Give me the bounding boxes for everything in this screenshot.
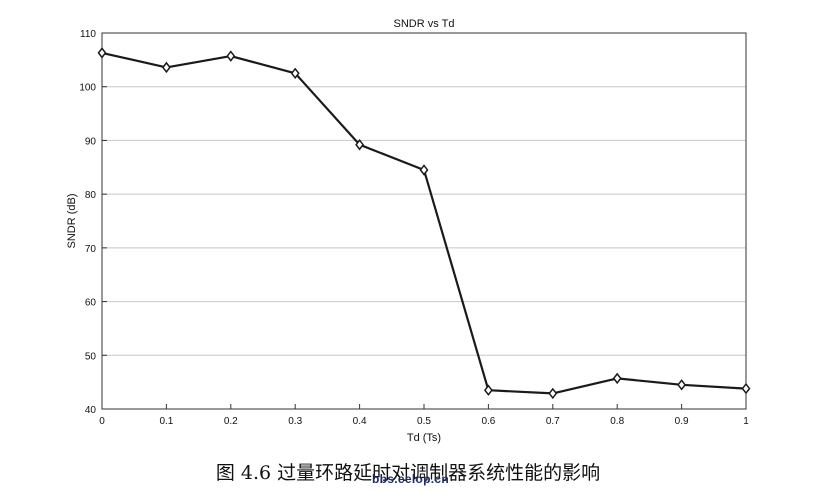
x-axis: 0 0.1 0.2 0.3 0.4 0.5 0.6 0.7 0.8 0.9 1 xyxy=(99,404,749,427)
grid-lines xyxy=(102,32,746,410)
figure-caption: 图 4.6 过量环路延时对调制器系统性能的影响 xyxy=(215,462,601,484)
x-tick-label-5: 0.5 xyxy=(417,416,431,427)
data-point-10 xyxy=(741,382,751,395)
y-tick-label-6: 100 xyxy=(79,83,96,94)
plot-frame xyxy=(101,32,747,410)
data-point-0 xyxy=(97,47,107,59)
data-point-5 xyxy=(419,164,429,176)
data-point-8 xyxy=(612,372,622,385)
series-layer xyxy=(97,47,751,400)
watermark: bbs.eelop.cn xyxy=(372,472,449,486)
x-tick-label-2: 0.2 xyxy=(224,416,238,427)
data-point-7 xyxy=(548,387,558,400)
x-tick-label-9: 0.9 xyxy=(675,416,689,427)
y-axis: 40 50 60 70 80 90 100 110 xyxy=(79,29,107,416)
data-point-1 xyxy=(161,61,171,74)
y-axis-label: SNDR (dB) xyxy=(66,193,78,248)
chart-title: SNDR vs Td xyxy=(394,18,455,30)
x-tick-label-0: 0 xyxy=(99,416,105,427)
x-tick-label-10: 1 xyxy=(743,416,749,427)
y-tick-label-5: 90 xyxy=(85,136,97,147)
series-line-0 xyxy=(101,51,747,395)
x-tick-label-1: 0.1 xyxy=(159,416,173,427)
x-tick-label-4: 0.4 xyxy=(353,416,367,427)
x-tick-label-7: 0.7 xyxy=(546,416,560,427)
y-tick-label-1: 50 xyxy=(85,351,97,362)
data-point-9 xyxy=(677,379,687,391)
data-point-3 xyxy=(290,67,300,80)
data-point-2 xyxy=(226,50,236,62)
x-axis-label: Td (Ts) xyxy=(407,432,441,444)
x-tick-label-8: 0.8 xyxy=(610,416,624,427)
y-tick-label-4: 80 xyxy=(85,190,97,201)
y-tick-label-2: 60 xyxy=(85,298,97,309)
data-point-6 xyxy=(483,384,493,396)
x-tick-label-6: 0.6 xyxy=(481,416,495,427)
x-tick-label-3: 0.3 xyxy=(288,416,302,427)
y-tick-label-0: 40 xyxy=(85,405,97,416)
y-tick-label-3: 70 xyxy=(85,244,97,255)
sndr-chart: SNDR vs Td 0 0.1 0.2 0.3 0.4 0.5 0.6 0.7 0.8 0.9 1… xyxy=(66,18,751,444)
data-point-4 xyxy=(355,139,365,151)
y-tick-label-7: 110 xyxy=(80,29,96,40)
